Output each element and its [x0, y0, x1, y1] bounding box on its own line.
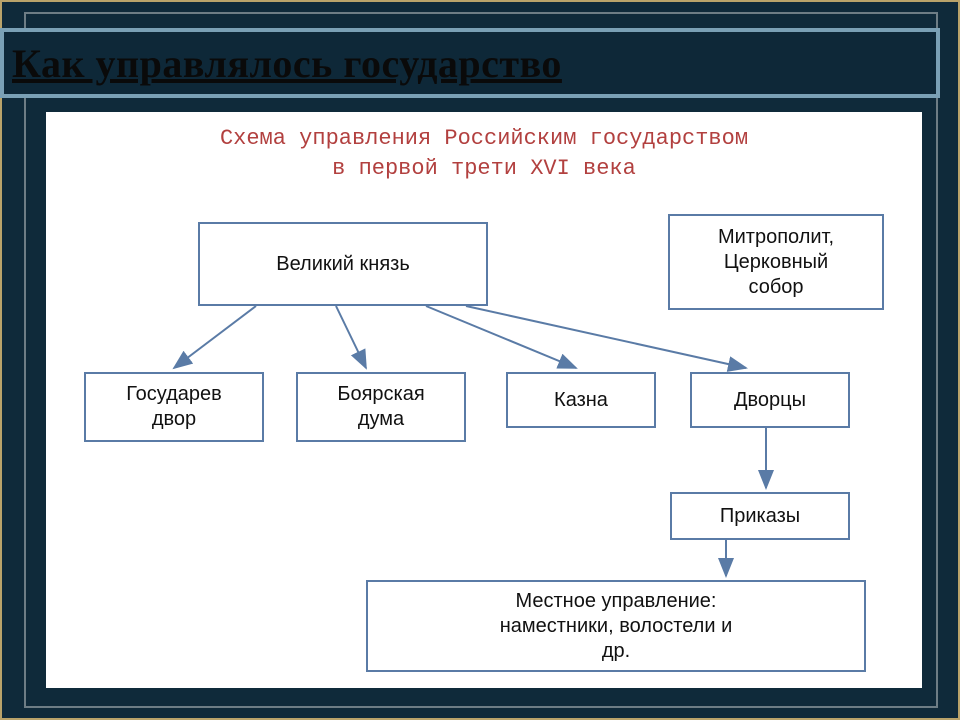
diagram-title: Схема управления Российским государством… [46, 124, 922, 183]
node-local: Местное управление: наместники, волостел… [366, 580, 866, 672]
node-kazna: Казна [506, 372, 656, 428]
node-dvor: Государев двор [84, 372, 264, 442]
edge-prince-dvortsy [466, 306, 746, 368]
node-duma: Боярская дума [296, 372, 466, 442]
diagram-panel: Схема управления Российским государством… [46, 112, 922, 688]
edge-prince-dvor [174, 306, 256, 368]
slide-title: Как управлялось государство [12, 40, 562, 87]
slide: Как управлялось государство Схема управл… [0, 0, 960, 720]
node-dvortsy: Дворцы [690, 372, 850, 428]
title-bar: Как управлялось государство [0, 28, 940, 98]
node-church: Митрополит, Церковный собор [668, 214, 884, 310]
edge-prince-duma [336, 306, 366, 368]
node-prince: Великий князь [198, 222, 488, 306]
node-prikazy: Приказы [670, 492, 850, 540]
edge-prince-kazna [426, 306, 576, 368]
